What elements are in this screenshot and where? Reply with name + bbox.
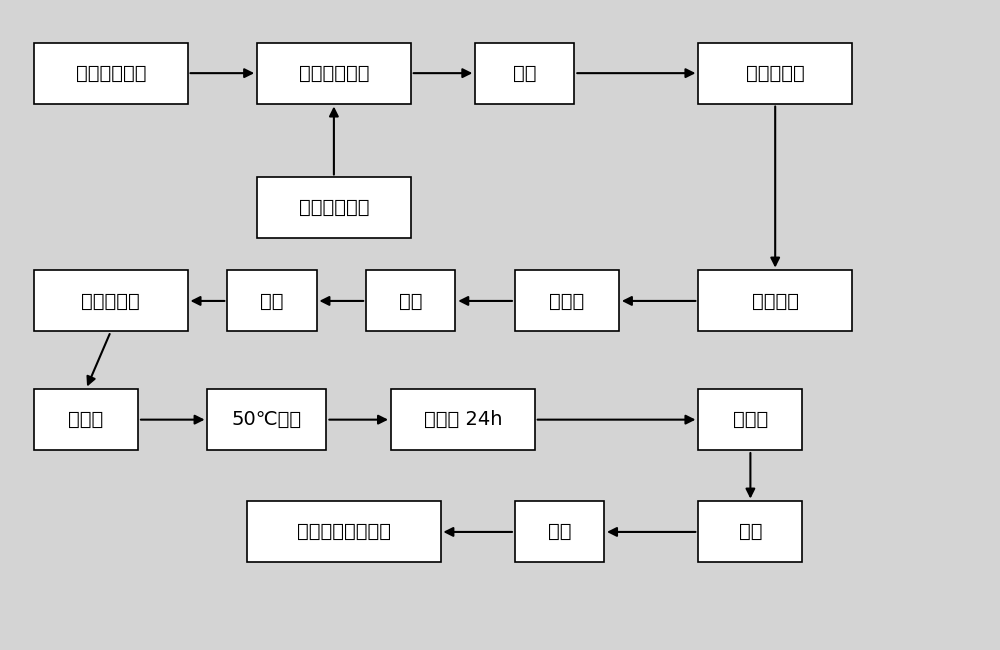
Text: 柠檬酸缓冲液: 柠檬酸缓冲液 (299, 198, 369, 217)
FancyBboxPatch shape (257, 177, 411, 239)
FancyBboxPatch shape (698, 389, 802, 450)
FancyBboxPatch shape (227, 270, 317, 332)
FancyBboxPatch shape (257, 43, 411, 103)
Text: 自组装 24h: 自组装 24h (424, 410, 502, 429)
FancyBboxPatch shape (247, 501, 441, 562)
FancyBboxPatch shape (207, 389, 326, 450)
FancyBboxPatch shape (698, 270, 852, 332)
Text: 水洗: 水洗 (399, 291, 422, 311)
Text: 水洗: 水洗 (739, 523, 762, 541)
Text: 粗离心: 粗离心 (549, 291, 585, 311)
FancyBboxPatch shape (515, 270, 619, 332)
FancyBboxPatch shape (366, 270, 455, 332)
Text: 得到短直链: 得到短直链 (81, 291, 140, 311)
Text: 淠粉悬液配置: 淠粉悬液配置 (299, 64, 369, 83)
Text: 蜡质玉米淠粉: 蜡质玉米淠粉 (76, 64, 146, 83)
FancyBboxPatch shape (475, 43, 574, 103)
Text: 糊化: 糊化 (513, 64, 537, 83)
Text: 酒精沉淠: 酒精沉淠 (752, 291, 799, 311)
Text: 干燥: 干燥 (260, 291, 284, 311)
Text: 短直链: 短直链 (68, 410, 104, 429)
FancyBboxPatch shape (34, 389, 138, 450)
FancyBboxPatch shape (34, 43, 188, 103)
Text: 加普鲁兰酶: 加普鲁兰酶 (746, 64, 805, 83)
Text: 粗离心: 粗离心 (733, 410, 768, 429)
FancyBboxPatch shape (515, 501, 604, 562)
FancyBboxPatch shape (34, 270, 188, 332)
FancyBboxPatch shape (698, 43, 852, 103)
Text: 50℃水浴: 50℃水浴 (232, 410, 302, 429)
FancyBboxPatch shape (391, 389, 535, 450)
Text: 得到纳米淀粉颗粒: 得到纳米淀粉颗粒 (297, 523, 391, 541)
FancyBboxPatch shape (698, 501, 802, 562)
Text: 干燥: 干燥 (548, 523, 571, 541)
